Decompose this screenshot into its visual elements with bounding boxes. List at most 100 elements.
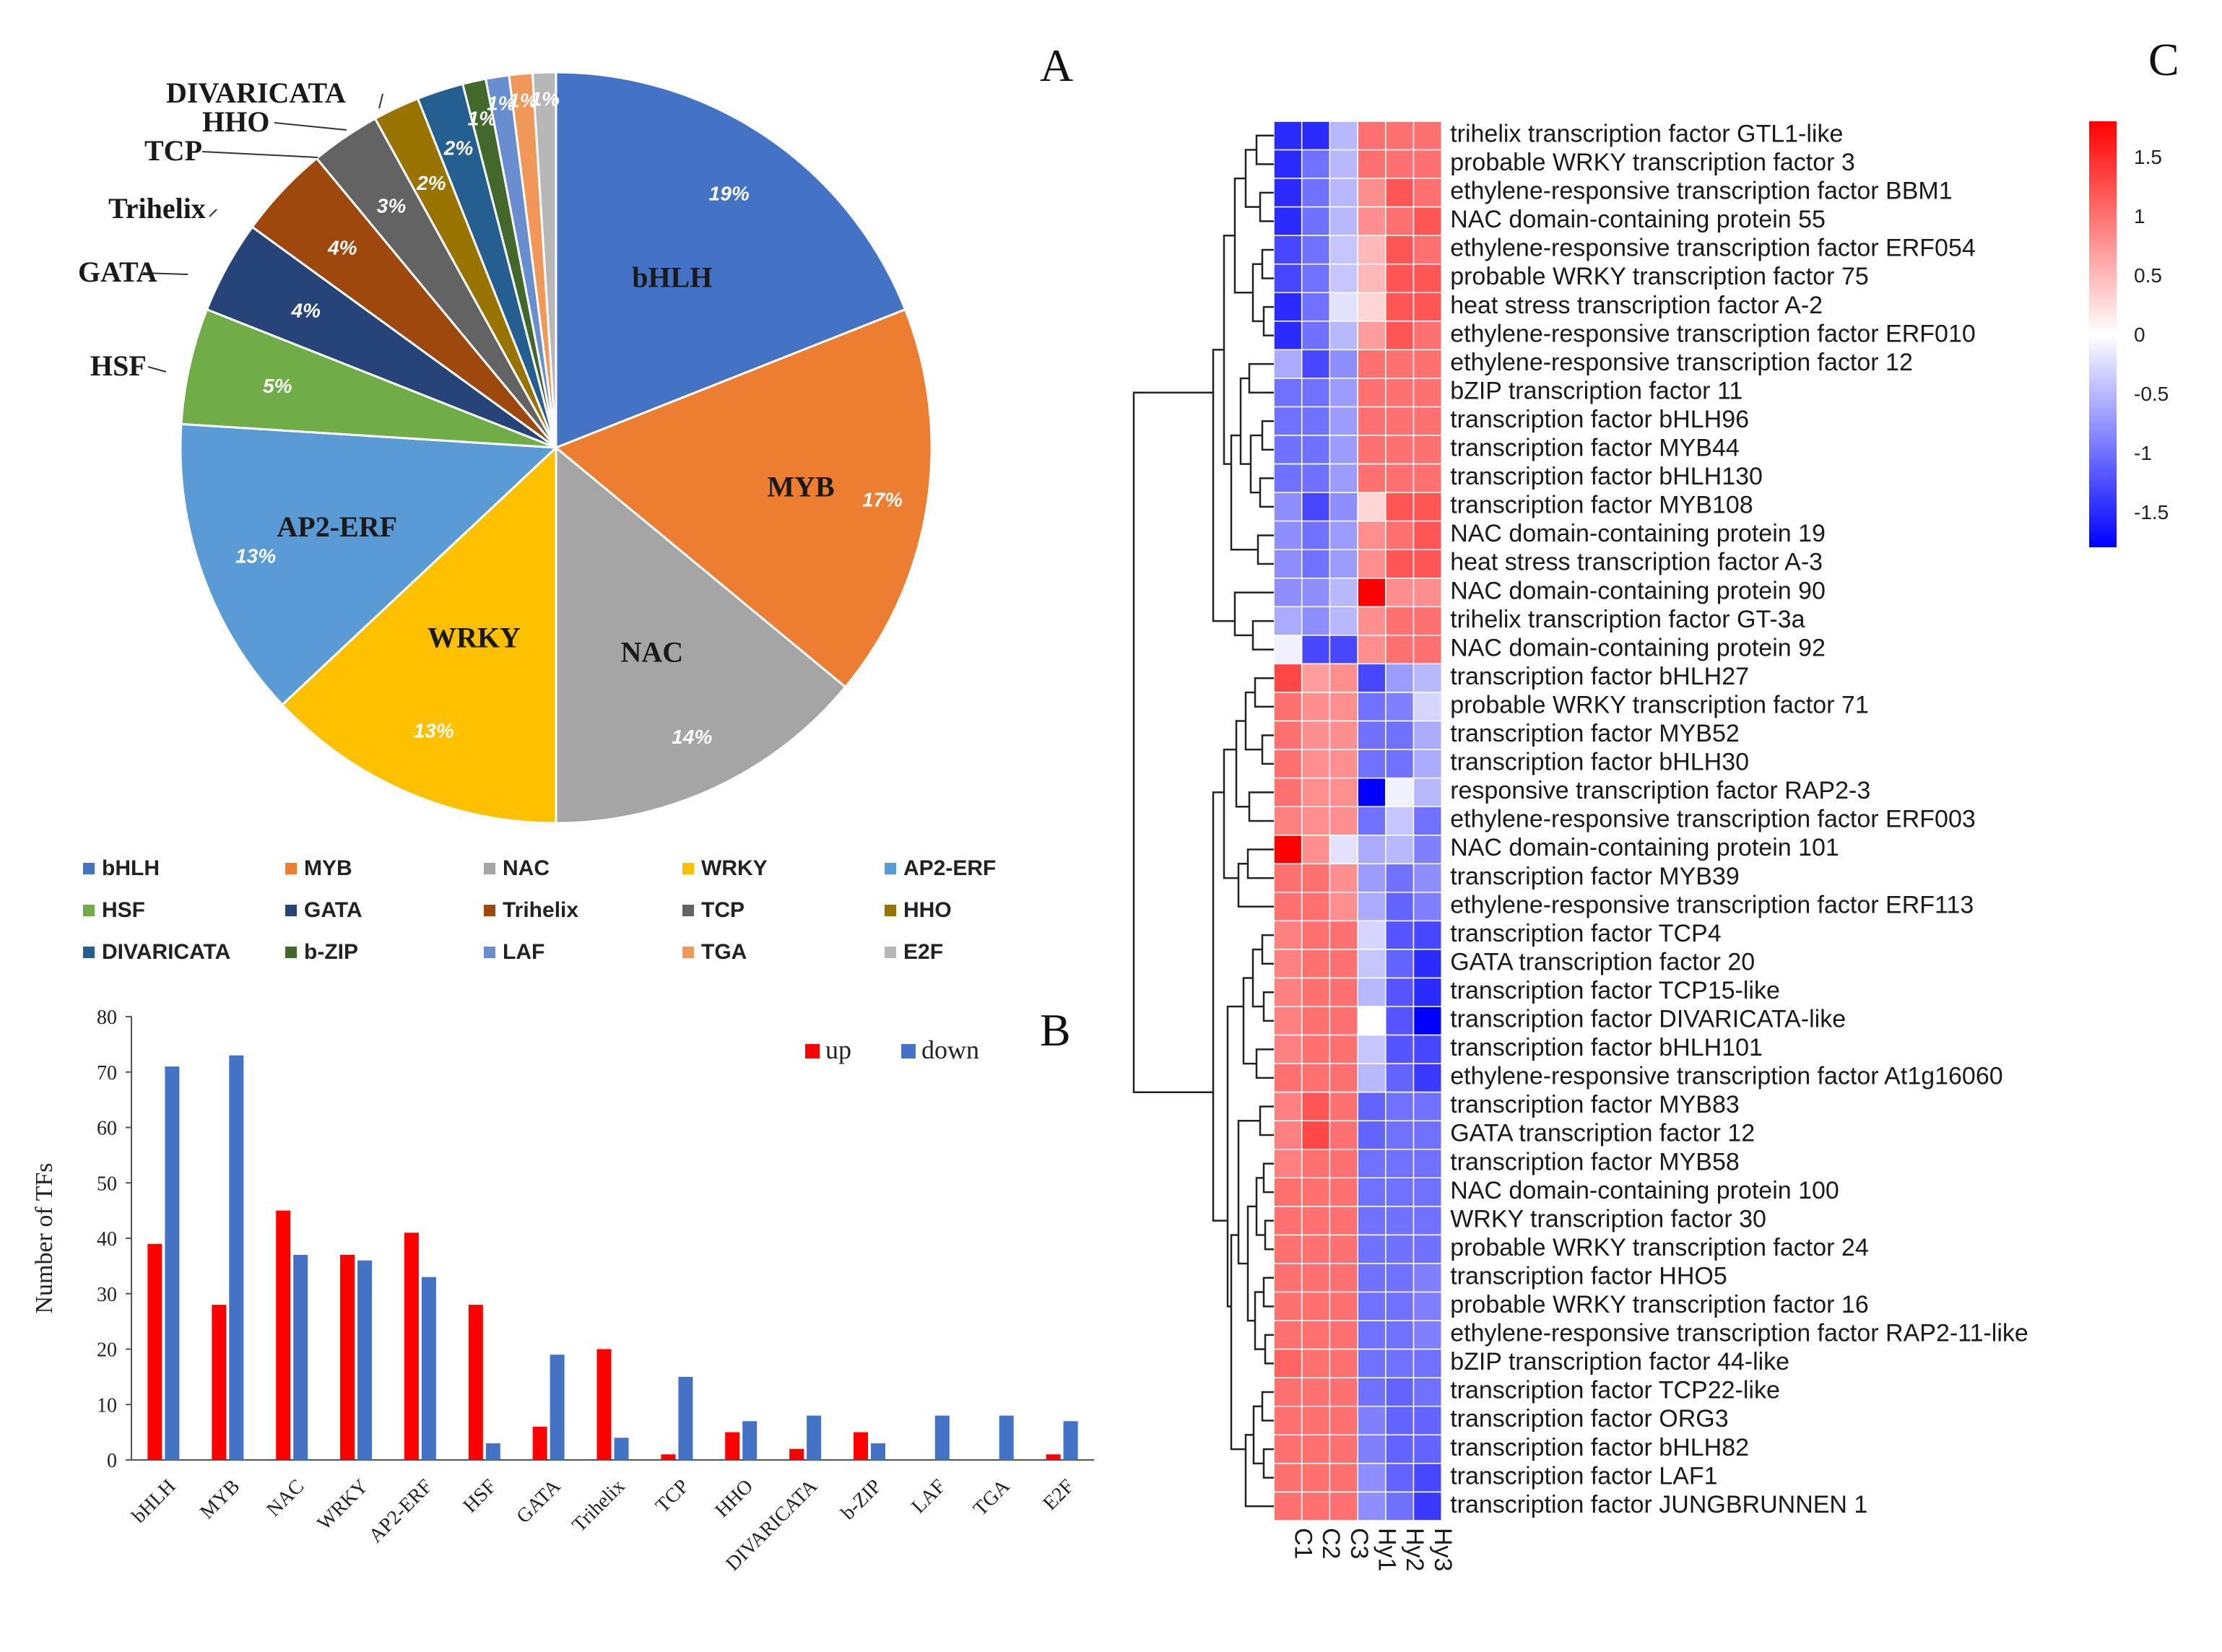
legend-label-bhlh: bHLH xyxy=(102,856,160,880)
x-tick-label-e2f: E2F xyxy=(1039,1475,1079,1515)
heat-cell-r15-c4 xyxy=(1385,549,1415,579)
heatmap-row-label: transcription factor MYB58 xyxy=(1450,1148,1740,1175)
legend-label-hho: HHO xyxy=(903,898,952,922)
bar-up-hsf xyxy=(468,1305,483,1460)
legend-label-b-zip: b-ZIP xyxy=(304,940,358,964)
pie-label-divaricata: DIVARICATA xyxy=(166,77,346,109)
colorbar-tick-label: 1 xyxy=(2134,205,2145,227)
dendrogram-branch xyxy=(1212,349,1235,622)
heat-cell-r29-c0 xyxy=(1273,949,1303,979)
heat-cell-r44-c1 xyxy=(1301,1377,1331,1407)
heat-cell-r7-c1 xyxy=(1301,321,1331,351)
pie-leader-tcp xyxy=(201,151,318,158)
heat-cell-r39-c0 xyxy=(1273,1234,1303,1264)
heatmap-row-label: ethylene-responsive transcription factor… xyxy=(1450,349,1913,376)
heat-cell-r12-c5 xyxy=(1412,463,1442,493)
x-tick-label-myb: MYB xyxy=(196,1475,244,1523)
heat-cell-r21-c4 xyxy=(1385,720,1415,750)
heat-cell-r0-c3 xyxy=(1357,121,1386,151)
heat-cell-r35-c2 xyxy=(1329,1120,1358,1150)
dendrogram-branch xyxy=(1251,620,1274,651)
heat-cell-r5-c5 xyxy=(1412,264,1442,294)
heat-cell-r27-c4 xyxy=(1385,892,1415,922)
pie-pct-myb: 17% xyxy=(862,489,903,511)
legend-swatch-b-zip xyxy=(285,947,297,958)
heat-cell-r28-c0 xyxy=(1273,920,1303,950)
x-tick-label-ap2-erf: AP2-ERF xyxy=(365,1475,437,1547)
legend-label-gata: GATA xyxy=(304,898,363,922)
heatmap-row-label: probable WRKY transcription factor 24 xyxy=(1450,1234,1869,1261)
heatmap-row-label: transcription factor HHO5 xyxy=(1450,1263,1727,1290)
heat-cell-r43-c3 xyxy=(1357,1348,1386,1378)
heat-cell-r16-c2 xyxy=(1329,578,1358,608)
heatmap-row-label: transcription factor JUNGBRUNNEN 1 xyxy=(1450,1491,1867,1518)
legend-swatch-trihelix xyxy=(484,905,495,916)
heat-cell-r7-c2 xyxy=(1329,321,1358,351)
heat-cell-r13-c4 xyxy=(1385,492,1415,522)
dendrogram-branch xyxy=(1261,934,1274,965)
heat-cell-r37-c4 xyxy=(1385,1177,1415,1207)
heat-cell-r20-c2 xyxy=(1329,692,1358,722)
pie-slice-e2f xyxy=(531,71,557,448)
heat-cell-r5-c1 xyxy=(1301,264,1331,294)
heat-cell-r45-c3 xyxy=(1357,1405,1386,1435)
heatmap-row-label: NAC domain-containing protein 92 xyxy=(1450,634,1826,661)
heatmap-row-label: NAC domain-containing protein 101 xyxy=(1450,834,1839,861)
heat-cell-r47-c1 xyxy=(1301,1463,1331,1493)
heatmap-row-label: NAC domain-containing protein 100 xyxy=(1450,1177,1839,1204)
heatmap-row-label: bZIP transcription factor 44-like xyxy=(1450,1348,1789,1375)
heat-cell-r18-c3 xyxy=(1357,635,1386,665)
dendrogram-branch xyxy=(1262,1277,1274,1308)
heat-cell-r7-c0 xyxy=(1273,321,1303,351)
heat-cell-r24-c1 xyxy=(1301,806,1331,836)
heat-cell-r27-c0 xyxy=(1273,892,1303,922)
heat-cell-r18-c5 xyxy=(1412,635,1442,665)
legend-swatch-tcp xyxy=(682,905,694,916)
heat-cell-r44-c3 xyxy=(1357,1377,1386,1407)
pie-pct-divaricata: 2% xyxy=(443,137,474,160)
heat-cell-r1-c4 xyxy=(1385,149,1415,179)
heat-cell-r48-c3 xyxy=(1357,1491,1386,1521)
legend-swatch-myb xyxy=(285,863,297,874)
heat-cell-r37-c2 xyxy=(1329,1177,1358,1207)
colorbar-tick-label: -1 xyxy=(2134,442,2152,464)
heatmap-dendrogram xyxy=(1132,134,1274,1508)
heatmap-row-label: transcription factor TCP15-like xyxy=(1450,977,1780,1004)
heat-cell-r27-c2 xyxy=(1329,892,1358,922)
colorbar-tick-label: 0.5 xyxy=(2134,264,2162,287)
colorbar-gradient xyxy=(2089,121,2117,547)
heat-cell-r35-c5 xyxy=(1412,1120,1442,1150)
dendrogram-branch xyxy=(1262,305,1274,336)
legend-label-tcp: TCP xyxy=(701,898,745,922)
heat-cell-r24-c0 xyxy=(1273,806,1303,836)
heat-cell-r13-c3 xyxy=(1357,492,1386,522)
pie-slice-ap2-erf xyxy=(179,422,559,707)
heatmap-row-label: transcription factor bHLH101 xyxy=(1450,1034,1763,1061)
heat-cell-r4-c2 xyxy=(1329,235,1358,265)
bar-up-ap2-erf xyxy=(404,1233,419,1460)
dendrogram-branch xyxy=(1262,1162,1274,1194)
heat-cell-r45-c5 xyxy=(1412,1405,1442,1435)
heatmap-row-label: transcription factor ORG3 xyxy=(1450,1405,1728,1433)
heat-cell-r22-c1 xyxy=(1301,749,1331,779)
heat-cell-r12-c0 xyxy=(1273,463,1303,493)
y-tick-label: 40 xyxy=(97,1228,117,1251)
dendrogram-branch xyxy=(1239,377,1251,465)
heat-cell-r21-c3 xyxy=(1357,720,1386,750)
heat-cell-r11-c0 xyxy=(1273,435,1303,465)
heatmap-row-label: transcription factor MYB39 xyxy=(1450,863,1740,890)
heat-cell-r44-c0 xyxy=(1273,1377,1303,1407)
heat-cell-r5-c0 xyxy=(1273,264,1303,294)
heat-cell-r20-c5 xyxy=(1412,692,1442,722)
heat-cell-r10-c1 xyxy=(1301,406,1331,436)
dendrogram-branch xyxy=(1246,848,1274,879)
heat-cell-r2-c0 xyxy=(1273,178,1303,208)
heat-cell-r41-c2 xyxy=(1329,1291,1358,1321)
bar-up-wrky xyxy=(340,1255,355,1460)
bar-up-myb xyxy=(212,1305,227,1460)
heat-cell-r30-c1 xyxy=(1301,977,1331,1007)
heat-cell-r1-c5 xyxy=(1412,149,1442,179)
heat-cell-r29-c5 xyxy=(1412,949,1442,979)
heat-cell-r23-c4 xyxy=(1385,777,1415,807)
heat-cell-r25-c1 xyxy=(1301,835,1331,865)
